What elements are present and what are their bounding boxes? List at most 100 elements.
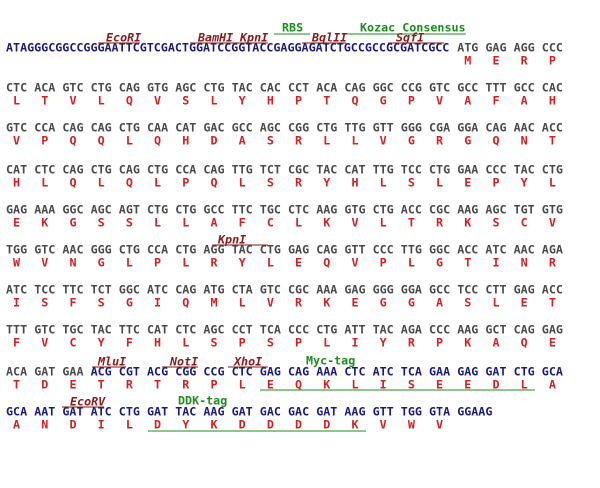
amino-acid: G — [464, 134, 471, 148]
amino-acid: K — [41, 216, 48, 230]
amino-acid: R — [295, 296, 303, 310]
restriction-site: NotI — [169, 355, 198, 369]
codon: CGC — [288, 283, 309, 297]
codon: CTC — [34, 163, 55, 177]
feature-label: Kozac Consensus — [360, 21, 466, 35]
codon: GCA — [542, 365, 563, 379]
amino-acid: S — [182, 94, 189, 108]
amino-acid: L — [295, 216, 302, 230]
amino-acid: T — [408, 216, 415, 230]
amino-acid: V — [436, 418, 443, 432]
codon: ACC — [542, 283, 563, 297]
amino-acid: L — [210, 94, 217, 108]
codon: TGC — [62, 323, 83, 337]
amino-acid: L — [41, 176, 48, 190]
codon: TTT — [6, 323, 27, 337]
codon: GCA — [6, 405, 27, 419]
codon: CTG — [542, 163, 563, 177]
amino-acid: G — [69, 216, 76, 230]
amino-acid: Q — [323, 256, 330, 270]
codon: AGC — [485, 203, 506, 217]
amino-acid: D — [41, 378, 48, 392]
codon: GAG — [542, 323, 563, 337]
amino-acid: T — [13, 378, 20, 392]
amino-acid: Y — [239, 256, 246, 270]
amino-acid: I — [154, 296, 161, 310]
codon: CAG — [288, 365, 309, 379]
codon: CAG — [91, 121, 112, 135]
amino-acid: D — [267, 418, 274, 432]
amino-acid: P — [380, 256, 387, 270]
amino-acid: Q — [182, 296, 189, 310]
amino-acid: R — [549, 256, 557, 270]
codon: CGT — [119, 365, 140, 379]
amino-acid: P — [492, 176, 499, 190]
amino-acid: Q — [351, 94, 358, 108]
amino-acid: A — [521, 94, 528, 108]
codon: CTC — [175, 323, 196, 337]
amino-acid: P — [295, 94, 302, 108]
amino-acid: K — [323, 378, 330, 392]
codon: TGG — [6, 243, 27, 257]
codon: GCC — [203, 203, 224, 217]
amino-acid: S — [408, 378, 415, 392]
amino-acid: G — [436, 256, 443, 270]
amino-acid: P — [549, 54, 556, 68]
amino-acid: Q — [492, 134, 499, 148]
codon: TGT — [514, 203, 535, 217]
codon: GAT — [232, 405, 253, 419]
amino-acid: L — [239, 296, 246, 310]
amino-acid: H — [182, 134, 189, 148]
amino-acid: R — [210, 256, 218, 270]
amino-acid: Q — [69, 134, 76, 148]
codon: ACC — [401, 203, 422, 217]
codon: AGC — [175, 81, 196, 95]
amino-acid: V — [41, 256, 48, 270]
amino-acid: F — [239, 216, 246, 230]
amino-acid: D — [295, 418, 302, 432]
restriction-site: KpnI — [217, 233, 246, 247]
codon: CCT — [288, 81, 309, 95]
codon: TCA — [401, 365, 422, 379]
amino-acid: A — [210, 216, 217, 230]
amino-acid: I — [98, 418, 105, 432]
codon: AAA — [316, 283, 337, 297]
codon: AAG — [203, 405, 224, 419]
amino-acid: P — [41, 134, 48, 148]
codon: TAC — [232, 243, 253, 257]
amino-acid: Y — [98, 336, 105, 350]
amino-acid: L — [436, 176, 443, 190]
amino-acid: F — [126, 336, 133, 350]
codon: GGG — [91, 243, 112, 257]
codon: CGC — [429, 203, 450, 217]
feature-label: RBS — [282, 21, 303, 35]
vector-sequence: ATAGGGCGGCCGGGAATTCGTCGACTGGATCCGGTACCGA… — [6, 41, 449, 55]
feature-label: DDK-tag — [178, 394, 227, 408]
amino-acid: F — [492, 94, 499, 108]
amino-acid: C — [521, 216, 528, 230]
amino-acid: L — [126, 256, 133, 270]
codon: GAC — [203, 121, 224, 135]
amino-acid: T — [41, 94, 48, 108]
codon: GAT — [316, 405, 337, 419]
amino-acid: K — [351, 418, 358, 432]
amino-acid: S — [41, 296, 48, 310]
amino-acid: M — [210, 296, 217, 310]
amino-acid: E — [267, 378, 274, 392]
codon: GAG — [288, 243, 309, 257]
codon: CAG — [62, 121, 83, 135]
codon: CTC — [6, 81, 27, 95]
codon: CCC — [288, 323, 309, 337]
codon: AGC — [203, 323, 224, 337]
amino-acid: A — [464, 94, 471, 108]
amino-acid: S — [267, 176, 274, 190]
codon: GTC — [429, 81, 450, 95]
amino-acid: S — [464, 296, 471, 310]
codon: ACG — [91, 365, 112, 379]
codon: CTG — [119, 405, 140, 419]
amino-acid: I — [380, 378, 387, 392]
codon: CTG — [147, 203, 168, 217]
codon: GAT — [34, 365, 55, 379]
codon: AGT — [119, 203, 140, 217]
amino-acid: H — [549, 94, 556, 108]
